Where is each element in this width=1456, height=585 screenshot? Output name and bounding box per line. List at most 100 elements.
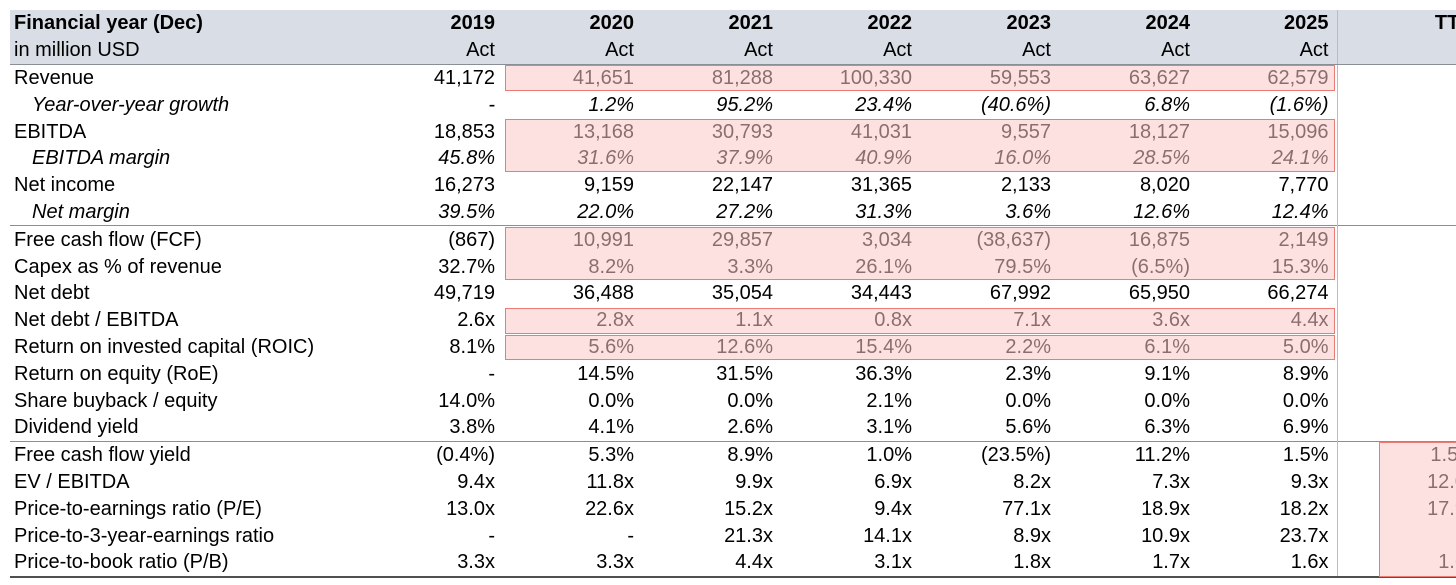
value-cell: 0.0% [1282,389,1329,412]
value-cell: 49,719 [433,282,495,305]
value-cell: 5.3% [503,440,642,469]
value-cell: 3.3x [364,548,503,578]
value-cell: 11.8x [586,470,634,493]
value-cell: 5.0% [1282,335,1329,358]
table-row: Capex as % of revenue 32.7% 8.2% 3.3% 26.1% 7… [10,253,1456,280]
value-cell: 65,950 [1128,282,1190,305]
table-row: Price-to-3-year-earnings ratio - - 21.3x 14.… [10,522,1456,549]
value-cell: 0.8x [874,309,912,332]
value-cell: 3.3x [503,548,642,578]
value-cell: 1.7x [1059,548,1198,578]
value-cell: 9,557 [1000,120,1051,143]
value-cell: 6.8% [1144,93,1190,116]
value-cell: 22.6x [585,497,634,520]
value-cell: 21.3x [724,524,773,547]
row-label: Net margin [32,200,130,223]
value-cell: - [488,524,495,547]
value-cell: 1.2% [588,93,634,116]
value-cell: 3.6% [1005,200,1051,223]
value-cell: 23.4% [855,93,912,116]
ttm-cell: - [1336,522,1456,549]
year-header: 2025 [1198,10,1337,37]
value-cell: 59,553 [989,66,1051,89]
row-label: Free cash flow (FCF) [10,225,364,254]
year-type: Act [1198,36,1337,65]
value-cell: 10,991 [503,225,642,254]
value-cell: 41,651 [572,66,634,89]
unit-label: in million USD [10,36,364,65]
table-row: EBITDA 18,853 13,168 30,793 41,031 9,557 18,12… [10,118,1456,145]
value-cell: 16,273 [433,174,495,197]
value-cell: 95.2% [716,93,773,116]
value-cell: 0.0% [588,389,634,412]
value-cell: 10.9x [1141,524,1190,547]
value-cell: 7,770 [1278,174,1329,197]
value-cell: 77.1x [1002,497,1051,520]
header-row-years: Financial year (Dec) 2019 2020 2021 2022… [10,10,1456,37]
value-cell: 8.2% [588,255,634,278]
value-cell: 5.6% [1005,416,1051,439]
value-cell: 5.6% [588,335,634,358]
value-cell: 31,365 [850,174,912,197]
value-cell: 2,149 [1198,225,1337,254]
row-label: Dividend yield [14,416,139,439]
value-cell: 36,488 [572,282,634,305]
year-type: Act [781,36,920,65]
ttm-cell: - [1336,118,1456,145]
value-cell: 8.9x [1013,524,1051,547]
value-cell: 3.1x [781,548,920,578]
value-cell: 2.3% [1005,362,1051,385]
value-cell: 81,288 [711,66,773,89]
value-cell: 6.1% [1144,335,1190,358]
value-cell: 4.4x [1290,309,1329,332]
value-cell: 30,793 [711,120,773,143]
value-cell: 1.5% [1198,440,1337,469]
value-cell: 2.6x [457,309,495,332]
year-type: Act [920,36,1059,65]
table-row: Free cash flow (FCF) (867) 10,991 29,857 3,0… [10,225,1456,254]
value-cell: 4.4x [642,548,781,578]
value-cell: 8,020 [1139,174,1190,197]
value-cell: 3.6x [1152,309,1190,332]
value-cell: 11.2% [1059,440,1198,469]
value-cell: 31.6% [577,147,634,170]
value-cell: 22,147 [711,174,773,197]
table-row: Year-over-year growth - 1.2% 95.2% 23.4% (40.… [10,91,1456,119]
value-cell: - [488,362,495,385]
row-label: EBITDA margin [32,147,171,170]
value-cell: 9,159 [583,174,634,197]
ttm-cell: - [1336,91,1456,119]
value-cell: 2.8x [596,309,634,332]
value-cell: 13.0x [446,497,495,520]
value-cell: 9.4x [874,497,912,520]
row-label: Return on invested capital (ROIC) [14,335,315,358]
value-cell: 3.1% [866,416,912,439]
table-row: Free cash flow yield (0.4%) 5.3% 8.9% 1.0% (2… [10,440,1456,469]
value-cell: 4.1% [588,416,634,439]
year-type: Act [503,36,642,65]
year-header: 2022 [781,10,920,37]
ttm-header: TTM [1336,10,1456,37]
value-cell: 8.2x [1013,470,1051,493]
value-cell: 6.9x [874,470,912,493]
value-cell: 12.6% [1133,200,1190,223]
table-row: EV / EBITDA 9.4x 11.8x 9.9x 6.9x 8.2x 7.3x 9.3x… [10,468,1456,496]
row-label: Return on equity (RoE) [14,362,219,385]
value-cell: 13,168 [572,120,634,143]
value-cell: (23.5%) [920,440,1059,469]
value-cell: 9.4x [457,470,495,493]
value-cell: 23.7x [1279,524,1329,547]
value-cell: (40.6%) [980,93,1051,116]
ttm-cell: - [1336,333,1456,361]
value-cell: 3,034 [781,225,920,254]
value-cell: 7.3x [1152,470,1190,493]
table-row: Net debt / EBITDA 2.6x 2.8x 1.1x 0.8x 7.1x 3.6… [10,306,1456,334]
ttm-type [1336,36,1456,65]
ttm-cell: - [1336,387,1456,414]
value-cell: 34,443 [850,282,912,305]
value-cell: 2.6% [727,416,773,439]
table-row: Price-to-book ratio (P/B) 3.3x 3.3x 4.4x 3.1… [10,548,1456,578]
table-row: Net income 16,273 9,159 22,147 31,365 2,133 8,… [10,171,1456,199]
ttm-cell: 17.9x [1336,495,1456,523]
value-cell: 18,127 [1128,120,1190,143]
